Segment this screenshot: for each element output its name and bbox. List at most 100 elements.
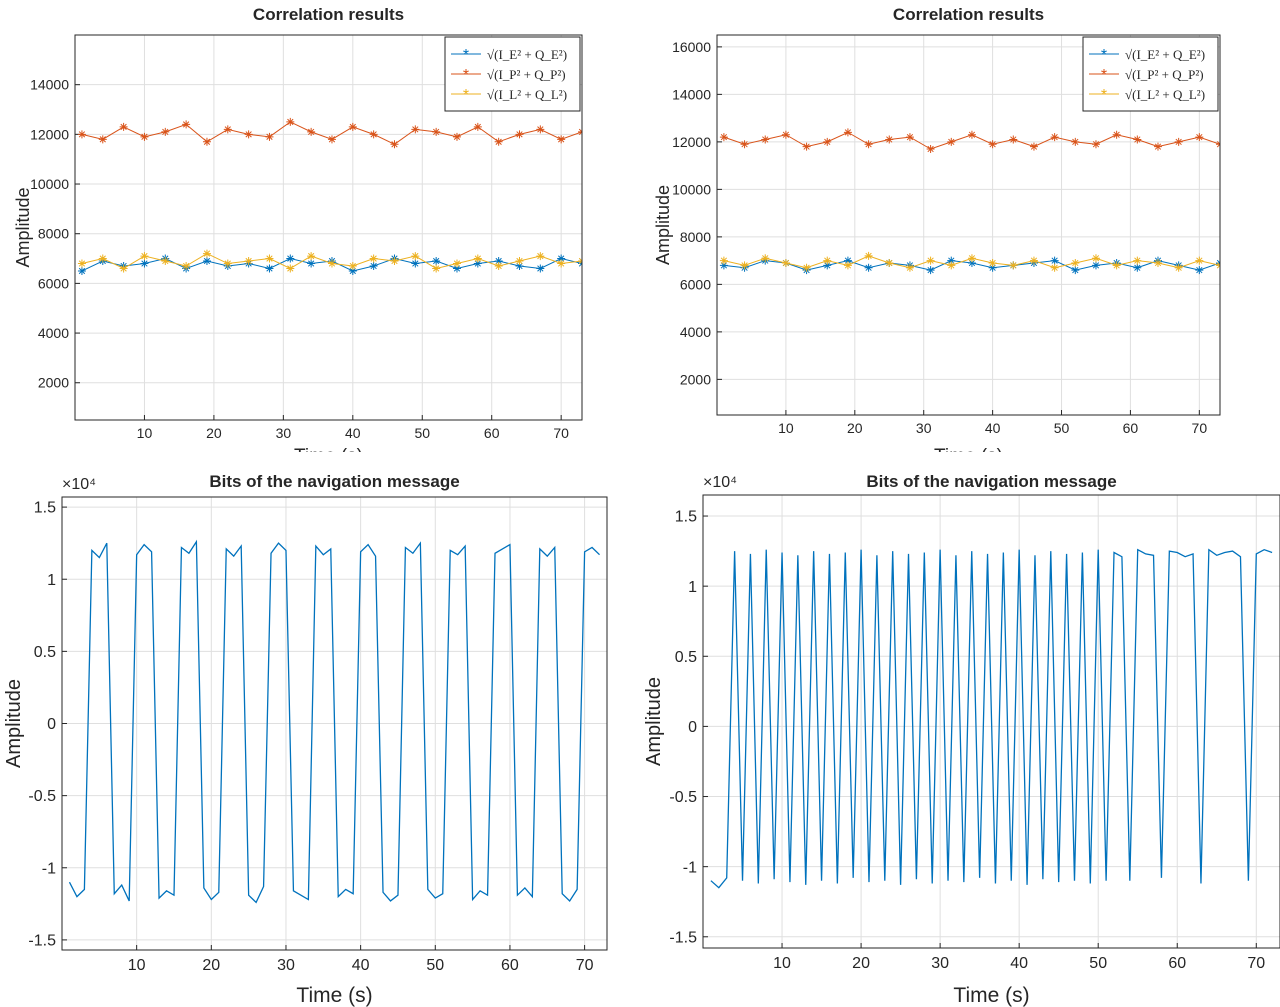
marker xyxy=(1195,256,1204,265)
plot-series xyxy=(710,548,1273,889)
marker xyxy=(182,120,191,129)
axes-box xyxy=(716,34,1221,416)
y-tick-label: 0.5 xyxy=(675,649,697,666)
panel: 2000 4000 6000 8000 10000 12000 14000 10 20 30 40 5… xyxy=(0,0,640,452)
marker xyxy=(286,264,295,273)
marker xyxy=(432,264,441,273)
y-tick-label: 1.5 xyxy=(675,509,697,526)
x-tick-label: 60 xyxy=(1168,955,1186,972)
chart: -1.5 -1 -0.5 0 0.5 1 1.5 10 20 30 40 50 60 70 Bits of … xyxy=(643,472,1280,1007)
marker xyxy=(369,262,378,270)
marker xyxy=(1133,256,1142,265)
marker xyxy=(202,249,211,258)
plot-series xyxy=(77,117,582,275)
x-tick-label: 10 xyxy=(128,957,146,974)
y-axis-label: Amplitude xyxy=(3,679,25,768)
marker xyxy=(1153,259,1162,267)
marker xyxy=(473,254,482,263)
legend-label: √(I_L² + Q_L²) xyxy=(1125,87,1205,102)
marker xyxy=(1091,261,1100,270)
marker xyxy=(719,133,728,142)
x-tick-label: 10 xyxy=(778,420,794,436)
chart: -1.5 -1 -0.5 0 0.5 1 1.5 10 20 30 40 50 60 70 Bits of … xyxy=(3,472,608,1007)
y-tick-label: 10000 xyxy=(30,176,69,192)
y-tick-label: 4000 xyxy=(680,324,711,340)
marker xyxy=(1050,133,1059,142)
y-tick-label: 6000 xyxy=(38,275,69,291)
y-tick-label: -0.5 xyxy=(28,788,56,805)
marker xyxy=(1112,261,1121,270)
marker xyxy=(1050,256,1059,265)
marker xyxy=(119,122,128,131)
marker xyxy=(452,132,461,141)
marker xyxy=(202,257,211,266)
marker xyxy=(1009,261,1018,270)
y-tick-label: 2000 xyxy=(680,371,711,387)
legend-label: √(I_P² + Q_P²) xyxy=(1125,67,1204,82)
marker xyxy=(967,130,976,139)
y-tick-label: 12000 xyxy=(672,134,711,150)
series-line xyxy=(710,548,1273,889)
marker xyxy=(348,266,357,275)
marker xyxy=(947,261,956,270)
marker xyxy=(77,130,86,139)
marker xyxy=(905,133,914,142)
x-tick-label: 70 xyxy=(1192,420,1208,436)
marker xyxy=(1174,263,1183,272)
marker xyxy=(988,259,997,267)
marker xyxy=(536,252,545,261)
marker xyxy=(77,266,86,275)
y-tick-label: -1.5 xyxy=(669,929,697,946)
marker xyxy=(1112,130,1121,139)
legend-marker: * xyxy=(1101,87,1107,104)
marker xyxy=(390,257,399,266)
marker xyxy=(432,127,441,136)
marker xyxy=(885,135,894,144)
marker xyxy=(494,257,503,266)
marker xyxy=(161,127,170,136)
marker xyxy=(1133,135,1142,144)
legend-label: √(I_E² + Q_E²) xyxy=(487,47,567,62)
marker xyxy=(926,266,935,275)
marker xyxy=(740,261,749,270)
marker xyxy=(307,127,316,136)
axis-exponent: ×10⁴ xyxy=(703,474,737,491)
marker xyxy=(761,254,770,263)
marker xyxy=(536,125,545,134)
chart-title: Bits of the navigation message xyxy=(209,472,459,491)
x-tick-label: 30 xyxy=(931,955,949,972)
marker xyxy=(1195,266,1204,275)
y-tick-label: 8000 xyxy=(680,229,711,245)
marker xyxy=(452,259,461,268)
marker xyxy=(740,140,749,149)
marker xyxy=(515,257,524,266)
plot-series xyxy=(719,128,1220,275)
marker xyxy=(202,137,211,146)
marker xyxy=(1153,142,1162,151)
y-tick-label: 1 xyxy=(688,579,697,596)
x-tick-label: 50 xyxy=(426,957,444,974)
x-tick-label: 30 xyxy=(277,957,295,974)
x-tick-label: 70 xyxy=(553,425,569,441)
marker xyxy=(182,262,191,270)
axis-exponent: ×10⁴ xyxy=(62,476,96,493)
x-tick-label: 20 xyxy=(206,425,222,441)
y-tick-label: 1.5 xyxy=(34,500,56,517)
marker xyxy=(1009,135,1018,144)
marker xyxy=(390,140,399,149)
marker xyxy=(761,135,770,144)
marker xyxy=(719,256,728,265)
marker xyxy=(557,254,566,263)
marker xyxy=(411,125,420,134)
x-tick-label: 10 xyxy=(137,425,153,441)
marker xyxy=(244,257,253,266)
x-tick-label: 10 xyxy=(773,955,791,972)
marker xyxy=(98,135,107,144)
y-tick-label: 8000 xyxy=(38,226,69,242)
marker xyxy=(719,261,728,270)
legend-label: √(I_P² + Q_P²) xyxy=(487,67,566,82)
marker xyxy=(988,140,997,149)
marker xyxy=(140,259,149,268)
y-tick-label: 6000 xyxy=(680,276,711,292)
marker xyxy=(947,256,956,265)
